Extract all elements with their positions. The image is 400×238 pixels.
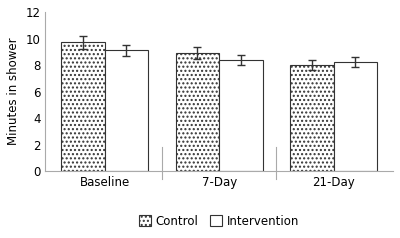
Bar <box>290 65 334 171</box>
Bar <box>176 53 219 171</box>
Legend: Control, Intervention: Control, Intervention <box>134 210 304 233</box>
Bar <box>219 60 263 171</box>
Bar <box>105 50 148 171</box>
Y-axis label: Minutes in shower: Minutes in shower <box>7 38 20 145</box>
Bar <box>334 62 377 171</box>
Bar <box>61 43 105 171</box>
